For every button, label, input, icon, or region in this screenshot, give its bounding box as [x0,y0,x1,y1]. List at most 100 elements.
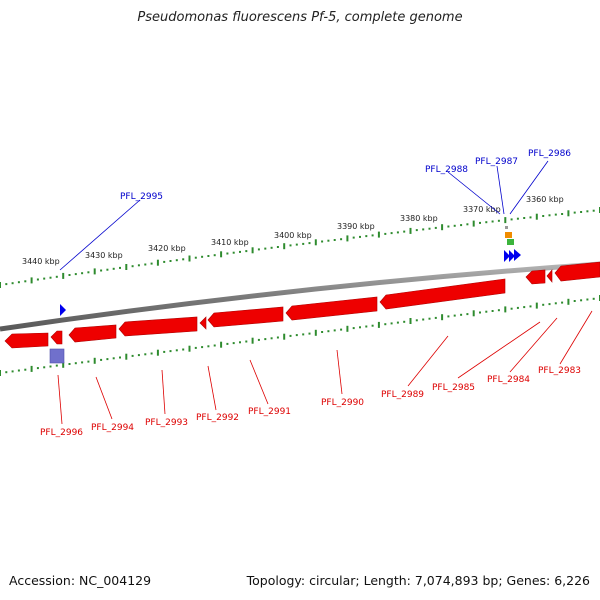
purple-feature-marker[interactable] [49,348,65,364]
gene-arrow-pfl-2994[interactable] [68,324,117,343]
outer-tick [11,282,14,285]
outer-tick [194,256,197,259]
outer-tick [87,271,90,274]
inner-tick [5,371,8,374]
outer-tick [359,235,361,238]
gene-label[interactable]: PFL_2984 [487,375,530,385]
gene-label[interactable]: PFL_2988 [425,165,468,175]
outer-tick [55,275,58,278]
gene-arrow-pfl-2989[interactable] [379,278,506,310]
outer-tick [201,255,204,258]
kbp-label: 3370 kbp [463,205,501,214]
gene-label[interactable]: PFL_2987 [475,157,518,167]
gene-label[interactable]: PFL_2995 [120,192,163,202]
orange-feature-marker[interactable] [505,232,512,238]
small-feature-marker[interactable] [505,226,508,229]
outer-tick [276,246,279,248]
outer-tick [580,211,583,213]
gene-arrow-pfl-2986[interactable] [514,249,521,261]
outer-tick [137,264,140,267]
outer-tick [232,251,235,254]
outer-tick [592,209,595,212]
gene-arrow-pfl-2992[interactable] [199,316,207,330]
inner-tick [592,297,595,300]
outer-tick [226,252,229,255]
gene-arrow-pfl-2996[interactable] [4,332,49,349]
gene-arrow-pfl-2987[interactable] [509,250,515,262]
inner-tick [106,358,109,361]
outer-tick [30,277,33,284]
kbp-label: 3360 kbp [526,195,564,204]
gene-label[interactable]: PFL_2989 [381,390,424,400]
gene-arrow-pfl-2988[interactable] [504,250,510,262]
outer-tick [74,273,77,276]
inner-tick [314,329,317,336]
green-feature-marker[interactable] [507,239,514,245]
inner-tick [542,303,545,306]
outer-tick [150,262,153,265]
inner-tick [409,318,412,324]
outer-tick [479,221,481,224]
inner-tick [239,341,241,344]
inner-tick [131,354,134,357]
gene-label[interactable]: PFL_2993 [145,418,188,428]
outer-tick [333,239,336,241]
gene-arrow-pfl-2985[interactable] [525,269,546,285]
kbp-scale-labels: 3440 kbp 3430 kbp 3420 kbp 3410 kbp 3400… [22,195,564,266]
inner-tick [434,316,437,319]
inner-tick [567,298,570,305]
gene-label[interactable]: PFL_2990 [321,398,364,408]
gene-label[interactable]: PFL_2992 [196,413,239,423]
inner-tick [580,299,583,302]
gene-arrow-pfl-2991[interactable] [207,306,284,328]
gene-arrow-pfl-2995[interactable] [60,304,66,316]
inner-tick [561,301,564,304]
outer-tick [175,259,178,262]
kbp-label: 3420 kbp [148,244,186,253]
outer-tick [441,224,444,231]
inner-tick [441,314,444,321]
outer-tick [586,210,589,213]
gene-arrow-pfl-2984[interactable] [546,269,553,283]
outer-tick [510,218,513,221]
outer-tick [131,265,134,268]
gene-label[interactable]: PFL_2983 [538,366,581,376]
gene-label[interactable]: PFL_2996 [40,428,83,438]
gene-label[interactable]: PFL_2991 [248,407,291,417]
outer-tick [466,223,469,226]
gene-arrow-pfl-2983[interactable] [554,261,600,282]
inner-tick [163,350,166,353]
forward-gene-labels: PFL_2995 PFL_2988 PFL_2987 PFL_2986 [120,149,571,202]
outer-tick [384,232,387,235]
gene-label[interactable]: PFL_2985 [432,383,475,393]
inner-tick [390,322,393,325]
inner-tick [377,321,380,328]
inner-tick [270,337,273,340]
inner-tick [226,342,229,345]
outer-tick [302,242,305,245]
inner-tick [535,302,538,309]
outer-tick [308,242,311,245]
gene-arrow-pfl-2990[interactable] [285,296,378,321]
gene-label[interactable]: PFL_2994 [91,423,134,433]
gene-arrow-pfl-2996b[interactable] [50,330,63,345]
gene-arrow-pfl-2993[interactable] [118,316,198,337]
inner-tick [340,328,343,331]
inner-tick [523,306,526,309]
reverse-label-lines [57,310,593,425]
outer-tick [390,232,393,235]
inner-tick [403,320,406,323]
gene-label[interactable]: PFL_2986 [528,149,571,159]
inner-tick [485,310,488,313]
inner-tick [573,300,576,302]
outer-tick [81,272,84,275]
inner-tick [87,360,90,363]
accession-text: Accession: NC_004129 [9,573,152,588]
outer-tick [516,217,519,220]
inner-tick [276,336,279,339]
inner-tick [510,307,513,310]
inner-tick [93,357,96,364]
outer-tick [257,248,260,251]
inner-tick [30,365,33,372]
inner-tick [359,326,361,329]
